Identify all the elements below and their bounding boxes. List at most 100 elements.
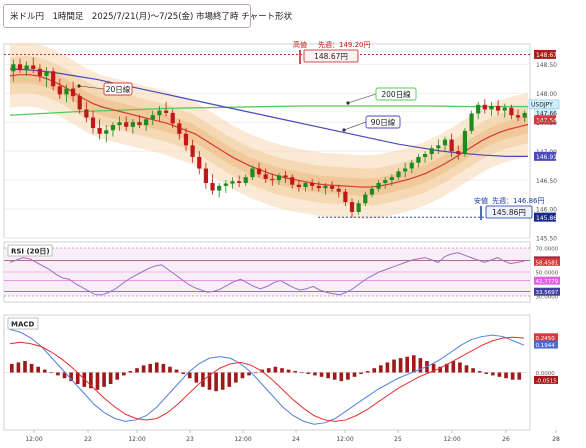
macd-label-box [7, 317, 39, 330]
macd-hist-bar [365, 371, 370, 373]
candle-body [263, 174, 268, 179]
x-axis-label: 12:00 [443, 436, 460, 443]
rsi-axis-tag-bg [534, 257, 560, 266]
macd-hist-bar [207, 372, 212, 390]
macd-hist-bar [491, 372, 495, 376]
candle-body [37, 68, 42, 76]
candle-body [31, 65, 36, 69]
candle-body [157, 110, 162, 116]
candle-body [183, 133, 189, 146]
symbol-tag-bg [528, 99, 560, 110]
macd-hist-bar [451, 361, 456, 373]
candle-body [110, 125, 116, 131]
candle-body [509, 107, 514, 116]
ma200-tag-leader [347, 93, 377, 104]
ma20-tag-leader [78, 85, 105, 90]
candle-body [217, 185, 222, 191]
macd-line [9, 328, 525, 425]
candle-body [416, 156, 421, 163]
candle-body [230, 181, 235, 184]
candle-body [456, 151, 461, 155]
candle-body [522, 112, 527, 118]
macd-hist-bar [240, 372, 245, 379]
candle-body [17, 64, 23, 71]
ma200-tag-dot [346, 101, 350, 105]
main-axis-label: 145.50 [536, 236, 557, 243]
ma90-tag-leader [343, 121, 367, 131]
macd-hist-bar [464, 365, 469, 373]
axis-tag-bg [534, 115, 556, 125]
macd-hist-bar [234, 372, 238, 383]
candle-body [190, 145, 195, 157]
candle-body [316, 185, 321, 189]
band-inner [10, 66, 528, 196]
macd-hist-bar [471, 368, 475, 373]
rsi-axis-label: 50.0000 [536, 271, 559, 277]
macd-hist-bar [128, 371, 133, 373]
macd-hist-bar [339, 372, 344, 382]
low-value-box [485, 205, 533, 219]
chart-title-box: 米ドル円 1時間足 2025/7/21(月)～7/25(金) 市場終了時 チャー… [3, 4, 292, 28]
macd-hist-bar [89, 372, 93, 389]
candle-body [170, 112, 175, 124]
candle-body [442, 139, 448, 146]
macd-hist-bar [194, 372, 199, 383]
candle-body [409, 162, 414, 169]
macd-hist-bar [122, 372, 126, 376]
band-middle [10, 56, 528, 206]
ma90-line [9, 68, 528, 157]
high-value-label: 148.67円 [314, 52, 348, 61]
x-axis-label: 26 [502, 436, 510, 443]
macd-hist-bar [102, 372, 106, 387]
rsi-label: RSI (20日) [11, 248, 50, 256]
ma90-tag-dot [342, 128, 346, 132]
main-axis-label: 146.91 [536, 154, 557, 161]
macd-hist-bar [484, 372, 489, 374]
candle-body [77, 96, 82, 110]
candle-body [203, 168, 209, 183]
macd-hist-bar [10, 363, 14, 373]
ma90-tag-text: 90日線 [371, 117, 396, 127]
candle-body [356, 203, 361, 212]
candle-body [150, 115, 155, 120]
macd-hist-bar [273, 366, 278, 373]
candle-body [124, 122, 129, 127]
candle-body [436, 145, 441, 149]
candle-body [144, 119, 149, 126]
low-value-label: 145.86円 [492, 208, 526, 217]
macd-hist-bar [286, 369, 291, 373]
macd-axis-tag-bg [534, 333, 558, 342]
symbol-label: USDJPY [531, 102, 553, 109]
candle-body [343, 191, 348, 203]
rsi-axis-tag-bg [534, 276, 560, 285]
macd-hist-bar [42, 369, 47, 373]
macd-hist-bar [247, 372, 251, 376]
x-axis-label: 28 [552, 436, 560, 443]
candle-body [11, 64, 16, 72]
macd-hist-bar [181, 372, 185, 374]
macd-hist-bar [267, 368, 271, 373]
macd-hist-bar [187, 372, 192, 379]
macd-hist-bar [306, 372, 311, 374]
macd-hist-bar [332, 372, 337, 380]
macd-hist-bar [319, 372, 324, 377]
macd-hist-bar [135, 368, 139, 373]
macd-hist-bar [293, 371, 297, 373]
candle-body [296, 184, 301, 188]
x-axis-label: 12:00 [234, 436, 251, 443]
macd-hist-bar [227, 372, 232, 387]
candle-body [502, 107, 507, 111]
macd-hist-bar [326, 372, 330, 379]
candle-body [496, 105, 501, 111]
rsi-axis-label: 58.4581 [536, 260, 559, 266]
candle-body [270, 178, 275, 181]
candle-body [97, 127, 102, 134]
candle-body [163, 110, 169, 113]
macd-axis-label: 0.1944 [536, 343, 556, 349]
main-axis-label: 146.50 [536, 178, 557, 185]
macd-hist-bar [497, 372, 502, 377]
low-label: 安値 [474, 196, 488, 205]
x-axis-label: 24 [292, 436, 300, 443]
main-axis-label: 148.50 [536, 62, 557, 69]
candle-body [303, 182, 308, 188]
